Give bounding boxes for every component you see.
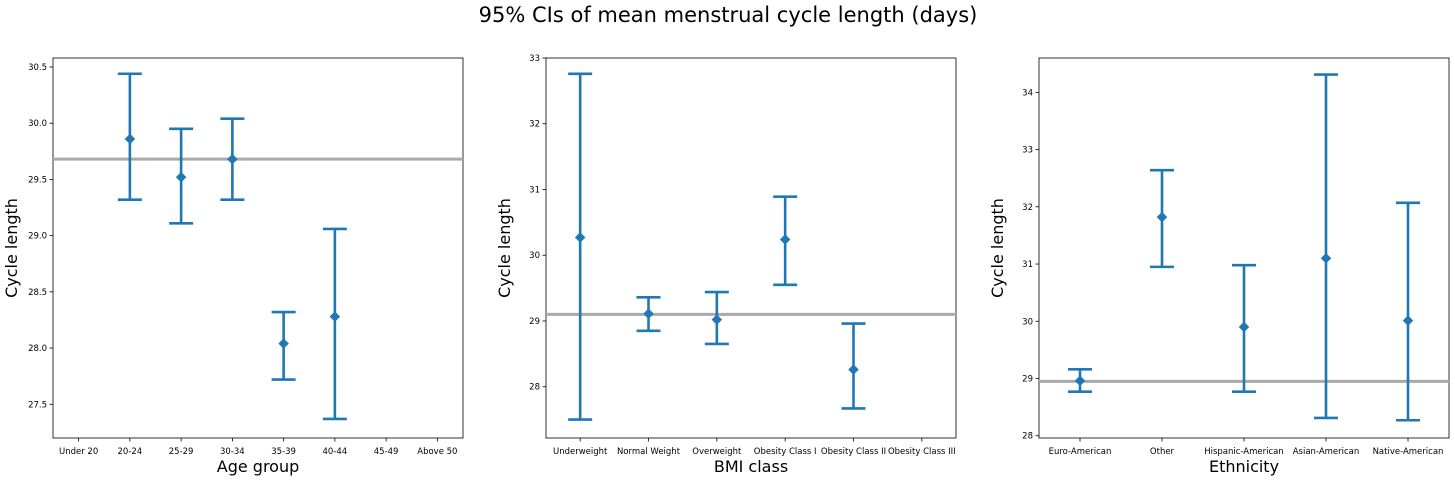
x-tick-label-under-20: Under 20 bbox=[59, 447, 98, 457]
errorbar-normal-weight bbox=[636, 296, 661, 333]
figure-title: 95% CIs of mean menstrual cycle length (… bbox=[479, 3, 978, 27]
y-tick-label: 28 bbox=[529, 383, 540, 393]
errorbar-20-24 bbox=[117, 72, 142, 201]
y-tick-label: 28 bbox=[1022, 432, 1033, 442]
x-axis-label: Age group bbox=[217, 457, 300, 476]
errorbar-obesity-class-i bbox=[773, 195, 798, 287]
errorbar-35-39 bbox=[271, 310, 296, 381]
errorbar-40-44 bbox=[322, 227, 347, 421]
errorbar-other bbox=[1150, 168, 1174, 269]
y-tick-label: 31 bbox=[1022, 260, 1033, 270]
x-tick-label-40-44: 40-44 bbox=[323, 447, 348, 457]
y-tick-label: 28.5 bbox=[28, 288, 47, 298]
x-tick-label-underweight: Underweight bbox=[553, 447, 608, 457]
y-axis-label: Cycle length bbox=[495, 198, 514, 298]
x-axis-label: BMI class bbox=[714, 457, 788, 476]
y-tick-label: 31 bbox=[529, 185, 540, 195]
axes-frame bbox=[52, 57, 464, 439]
mean-marker bbox=[227, 153, 238, 165]
mean-marker bbox=[711, 314, 723, 326]
errorbar-30-34 bbox=[220, 117, 245, 201]
y-tick-label: 30.5 bbox=[28, 63, 47, 73]
mean-marker bbox=[574, 232, 586, 243]
y-tick-label: 27.5 bbox=[28, 400, 47, 410]
panel-age-group: 27.5 28.0 28.5 29.0 29.5 30.0 30.5 Under 20 20-2… bbox=[2, 57, 464, 476]
mean-marker bbox=[848, 364, 859, 375]
y-tick-label: 28.0 bbox=[28, 344, 47, 354]
mean-marker bbox=[1402, 315, 1414, 327]
mean-marker bbox=[1320, 252, 1332, 264]
x-tick-label-above-50: Above 50 bbox=[417, 447, 457, 457]
mean-marker bbox=[329, 311, 341, 322]
x-tick-label-45-49: 45-49 bbox=[374, 447, 399, 457]
y-tick-label: 29 bbox=[529, 317, 540, 327]
x-tick-label-other: Other bbox=[1150, 447, 1175, 457]
y-tick-label: 29.0 bbox=[28, 232, 47, 242]
y-axis-label: Cycle length bbox=[2, 198, 21, 298]
x-tick-label-euro-american: Euro-American bbox=[1049, 447, 1112, 457]
y-tick-label: 30 bbox=[529, 251, 540, 261]
mean-marker bbox=[1074, 375, 1086, 387]
y-axis-label: Cycle length bbox=[988, 198, 1007, 298]
errorbar-asian-american bbox=[1314, 73, 1338, 420]
x-tick-label-30-34: 30-34 bbox=[220, 447, 245, 457]
mean-marker bbox=[124, 133, 136, 145]
mean-marker bbox=[175, 171, 187, 183]
x-tick-label-hispanic-american: Hispanic-American bbox=[1204, 447, 1284, 457]
errorbar-hispanic-american bbox=[1232, 263, 1256, 393]
x-tick-label-native-american: Native-American bbox=[1373, 447, 1444, 457]
y-tick-label: 30.0 bbox=[28, 119, 47, 129]
x-tick-label-overweight: Overweight bbox=[692, 447, 742, 457]
errorbar-overweight bbox=[704, 290, 729, 346]
errorbar-euro-american bbox=[1068, 368, 1092, 393]
mean-marker bbox=[1238, 321, 1250, 333]
y-tick-label: 32 bbox=[529, 120, 540, 130]
x-tick-label-25-29: 25-29 bbox=[169, 447, 194, 457]
mean-marker bbox=[779, 234, 791, 245]
errorbar-obesity-class-ii bbox=[841, 322, 866, 410]
y-tick-label: 29 bbox=[1022, 374, 1033, 384]
y-tick-label: 29.5 bbox=[28, 175, 47, 185]
x-tick-label-35-39: 35-39 bbox=[271, 447, 296, 457]
x-tick-label-normal-weight: Normal Weight bbox=[617, 447, 681, 457]
errorbar-25-29 bbox=[169, 127, 194, 225]
mean-marker bbox=[278, 338, 289, 349]
x-tick-label-asian-american: Asian-American bbox=[1293, 447, 1360, 457]
errorbar-native-american bbox=[1396, 201, 1420, 422]
axes-frame bbox=[545, 57, 957, 439]
mean-marker bbox=[643, 308, 654, 320]
y-tick-label: 30 bbox=[1022, 317, 1033, 327]
panel-ethnicity: 28 29 30 31 32 33 34 Euro-American Other Hispanic… bbox=[988, 57, 1450, 476]
y-tick-label: 33 bbox=[1022, 146, 1033, 156]
y-tick-label: 32 bbox=[1022, 203, 1033, 213]
x-tick-label-20-24: 20-24 bbox=[118, 447, 143, 457]
x-tick-label-obesity-class-i: Obesity Class I bbox=[754, 447, 817, 457]
x-tick-label-obesity-class-ii: Obesity Class II bbox=[821, 447, 886, 457]
x-tick-label-obesity-class-iii: Obesity Class III bbox=[888, 447, 956, 457]
x-axis-label: Ethnicity bbox=[1209, 457, 1279, 476]
errorbar-underweight bbox=[568, 72, 593, 421]
y-tick-label: 34 bbox=[1022, 88, 1033, 98]
panel-bmi-class: 28 29 30 31 32 33 Underweight Normal Weight Over… bbox=[495, 54, 957, 476]
mean-marker bbox=[1156, 211, 1168, 223]
y-tick-label: 33 bbox=[529, 54, 540, 64]
